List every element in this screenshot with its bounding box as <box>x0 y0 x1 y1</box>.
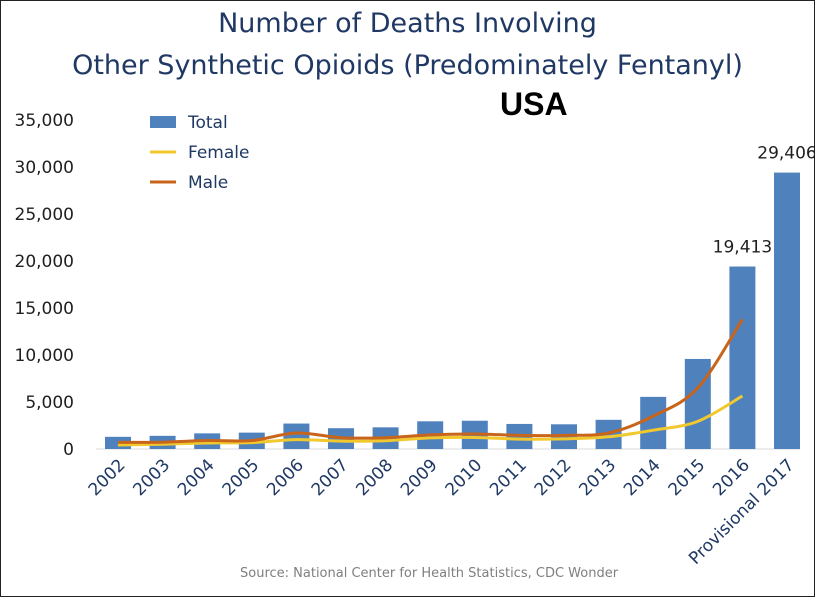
y-tick-label: 25,000 <box>15 205 74 225</box>
x-tick-label: 2004 <box>174 455 219 500</box>
x-tick-label: 2002 <box>85 455 130 500</box>
x-tick-label: 2008 <box>352 455 397 500</box>
bar-total <box>774 172 800 449</box>
bar-total <box>640 396 667 449</box>
x-tick-label: 2015 <box>665 455 710 500</box>
y-tick-label: 5,000 <box>25 393 74 413</box>
y-tick-label: 15,000 <box>15 299 74 319</box>
x-tick-label: 2011 <box>486 455 531 500</box>
x-tick-label: 2009 <box>397 455 442 500</box>
bar-total <box>684 358 711 449</box>
x-tick-label: 2014 <box>620 455 665 500</box>
x-tick-label: 2003 <box>129 455 174 500</box>
legend-label-female: Female <box>188 143 249 163</box>
chart-title-line2: Other Synthetic Opioids (Predominately F… <box>72 50 743 81</box>
legend-label-male: Male <box>188 173 228 193</box>
x-tick-label: 2007 <box>308 455 353 500</box>
line-female <box>117 394 744 447</box>
y-tick-label: 10,000 <box>15 346 74 366</box>
chart-title-line1: Number of Deaths Involving <box>218 8 597 39</box>
y-tick-label: 30,000 <box>15 158 74 178</box>
source-note: Source: National Center for Health Stati… <box>240 566 619 581</box>
legend-label-total: Total <box>187 113 228 133</box>
line-male <box>117 318 744 444</box>
x-tick-label: 2013 <box>575 455 620 500</box>
x-tick-label: 2005 <box>219 455 264 500</box>
y-tick-label: 20,000 <box>15 252 74 272</box>
x-tick-label: 2012 <box>531 455 576 500</box>
legend-swatch-total <box>150 116 176 128</box>
x-tick-label: 2006 <box>263 455 308 500</box>
y-tick-label: 0 <box>63 440 74 460</box>
chart-subtitle: USA <box>500 86 568 122</box>
x-tick-label: 2010 <box>442 455 487 500</box>
bar-total <box>283 423 310 449</box>
data-label: 29,406 <box>757 144 815 164</box>
y-tick-label: 35,000 <box>15 111 74 131</box>
data-label: 19,413 <box>713 238 772 258</box>
bar-total <box>729 266 756 449</box>
